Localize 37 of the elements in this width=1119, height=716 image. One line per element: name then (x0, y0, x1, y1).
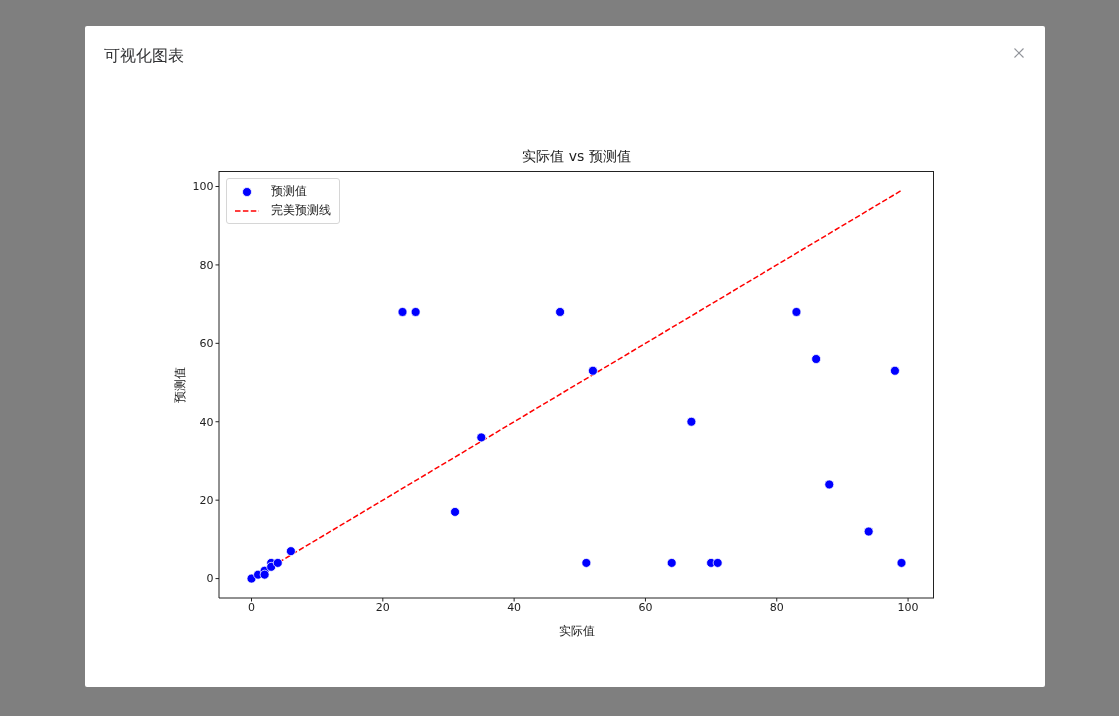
point (824, 479, 835, 490)
point (890, 365, 900, 376)
legend-label: 预测值 (271, 183, 307, 200)
x-tick-label: 60 (638, 601, 653, 615)
y-tick-label: 60 (199, 337, 214, 351)
point (397, 307, 408, 317)
point (581, 558, 592, 568)
point (791, 307, 802, 317)
x-tick-label: 40 (507, 601, 522, 615)
y-tick-label: 0 (206, 572, 214, 586)
point (686, 416, 697, 427)
text: 可视化图表 (104, 46, 184, 67)
y-axis-title: 预测值 (173, 366, 187, 403)
point (896, 558, 907, 568)
point (259, 569, 270, 580)
y-tick-label: 40 (199, 415, 214, 429)
point (450, 507, 460, 517)
x-tick-label: 80 (769, 601, 784, 615)
point (272, 558, 283, 568)
x-tick-label: 100 (897, 601, 919, 615)
point (555, 307, 565, 317)
point (811, 354, 822, 364)
legend-label: 完美预测线 (271, 202, 331, 219)
chart-title: 实际值 vs 预测值 (521, 148, 632, 166)
point (666, 558, 677, 568)
point (286, 546, 296, 557)
point (476, 432, 487, 443)
y-tick-label: 20 (199, 494, 214, 508)
point (588, 365, 598, 376)
x-tick-label: 20 (375, 601, 390, 615)
point (863, 526, 874, 537)
y-tick-label: 80 (199, 258, 214, 272)
x-tick-label: 0 (248, 601, 255, 615)
x-axis-title: 实际值 (558, 624, 595, 638)
y-tick-label: 100 (192, 180, 214, 194)
point (712, 558, 723, 568)
point (410, 307, 421, 317)
